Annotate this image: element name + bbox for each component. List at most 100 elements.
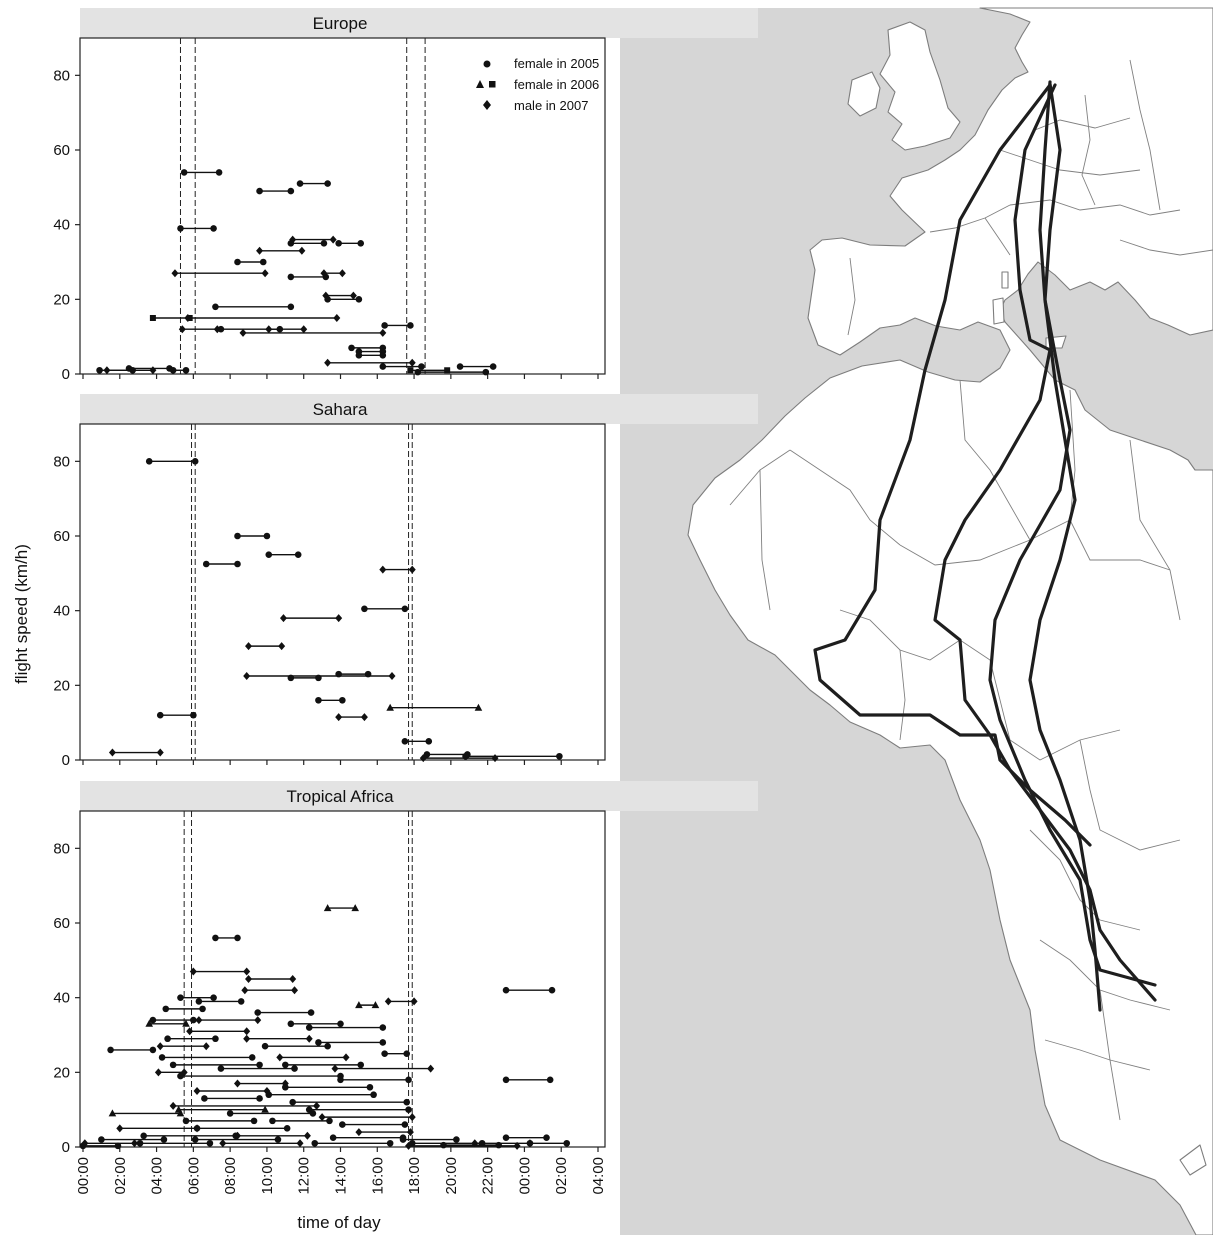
y-axis: 0 20 40 60 80: [53, 67, 80, 383]
segment-end-marker: [482, 368, 490, 376]
madagascar: [1179, 1144, 1207, 1176]
segment-start-marker: [289, 1098, 296, 1106]
segment-end-marker: [182, 366, 190, 374]
segment-start-marker: [324, 358, 332, 367]
segment-end-marker: [335, 614, 343, 623]
map-land: [687, 7, 1213, 1235]
segment-start-marker: [401, 738, 409, 745]
segment-start-marker: [243, 672, 251, 680]
segment-start-marker: [171, 269, 179, 278]
border-line: [759, 469, 771, 611]
segment-start-marker: [98, 1136, 105, 1143]
border-line: [1129, 59, 1161, 211]
segment-start-marker: [269, 1117, 276, 1125]
segment-end-marker: [401, 1121, 409, 1128]
panel-title: Sahara: [313, 400, 368, 419]
legend-marker-square: [489, 81, 496, 88]
border-line: [1081, 94, 1096, 206]
segment-end-marker: [160, 1136, 168, 1143]
segment-end-marker: [176, 1109, 185, 1117]
segment-start-marker: [381, 1050, 388, 1057]
track-line: [813, 83, 1092, 847]
segment-start-marker: [256, 246, 264, 255]
segment-start-marker: [323, 904, 332, 912]
border-line: [959, 379, 1031, 541]
ireland: [847, 71, 881, 117]
segment-start-marker: [217, 325, 225, 333]
segment-start-marker: [107, 1046, 114, 1054]
segment-start-marker: [149, 315, 156, 321]
segment-start-marker: [405, 1141, 413, 1150]
segment-end-marker: [360, 713, 368, 722]
segment-start-marker: [140, 1132, 147, 1140]
segment-end-marker: [338, 269, 346, 278]
x-tick-label: 00:00: [75, 1157, 92, 1195]
segment-end-marker: [215, 169, 223, 176]
segment-start-marker: [186, 1027, 194, 1036]
segment-end-marker: [210, 994, 217, 1001]
legend-label: female in 2006: [514, 77, 599, 92]
segment-end-marker: [357, 1061, 365, 1069]
segment-end-marker: [156, 748, 164, 757]
y-tick-label: 20: [53, 291, 70, 308]
border-line: [1029, 829, 1141, 931]
segment-start-marker: [162, 1005, 170, 1013]
panel-title: Europe: [313, 14, 368, 33]
sardinia: [992, 297, 1005, 325]
segment-start-marker: [423, 751, 431, 758]
segment-start-marker: [169, 1061, 177, 1069]
segment-end-marker: [410, 997, 418, 1006]
corsica: [1001, 271, 1009, 289]
segment-start-marker: [379, 565, 387, 574]
segment-end-marker: [291, 1065, 298, 1072]
segment-end-marker: [408, 358, 416, 367]
segment-end-marker: [300, 325, 308, 334]
y-tick-label: 0: [62, 366, 70, 383]
segment-start-marker: [335, 670, 342, 678]
data-points: [79, 904, 571, 1150]
y-tick-label: 20: [53, 677, 70, 694]
segment-start-marker: [156, 711, 164, 719]
segment-end-marker: [287, 303, 295, 311]
segment-start-marker: [318, 1113, 326, 1122]
segment-end-marker: [408, 565, 416, 574]
segment-end-marker: [337, 1020, 344, 1028]
segment-end-marker: [386, 1139, 394, 1147]
segment-start-marker: [355, 1001, 363, 1009]
segment-end-marker: [129, 366, 136, 374]
europe-africa-landmass: [687, 7, 1213, 1235]
y-tick-label: 60: [53, 142, 70, 159]
segment-start-marker: [177, 225, 184, 232]
segment-start-marker: [116, 1124, 124, 1133]
segment-end-marker: [403, 1050, 411, 1057]
border-line: [929, 204, 1011, 233]
segment-start-marker: [311, 1139, 319, 1147]
segment-end-marker: [114, 1142, 122, 1150]
segment-start-marker: [193, 1087, 201, 1095]
panel-tropical-africa: Tropical Africa 0 20 40 60 80 00:00 02:00 04:0…: [53, 781, 758, 1195]
border-line: [984, 217, 1011, 256]
segment-end-marker: [237, 998, 245, 1005]
segment-start-marker: [177, 994, 184, 1001]
segment-end-marker: [149, 366, 157, 375]
y-tick-label: 40: [53, 217, 70, 234]
segment-end-marker: [342, 1053, 350, 1062]
border-line: [847, 257, 856, 336]
segment-start-marker: [212, 303, 219, 311]
twilight-lines: [179, 38, 426, 374]
segment-end-marker: [296, 1139, 304, 1148]
segment-start-marker: [241, 986, 249, 995]
legend: female in 2005 female in 2006 male in 20…: [476, 56, 599, 113]
segment-start-marker: [169, 1101, 177, 1110]
segment-end-marker: [401, 605, 409, 613]
segment-start-marker: [79, 1142, 87, 1150]
segment-start-marker: [440, 1141, 447, 1149]
segment-end-marker: [283, 1125, 291, 1132]
segment-end-marker: [491, 754, 499, 763]
x-tick-label: 22:00: [480, 1157, 497, 1195]
panel-strip: [80, 781, 758, 811]
segment-start-marker: [226, 1110, 234, 1117]
panel-strip: [80, 394, 758, 424]
legend-marker-diamond: [483, 100, 491, 110]
track-line: [933, 83, 1157, 1002]
